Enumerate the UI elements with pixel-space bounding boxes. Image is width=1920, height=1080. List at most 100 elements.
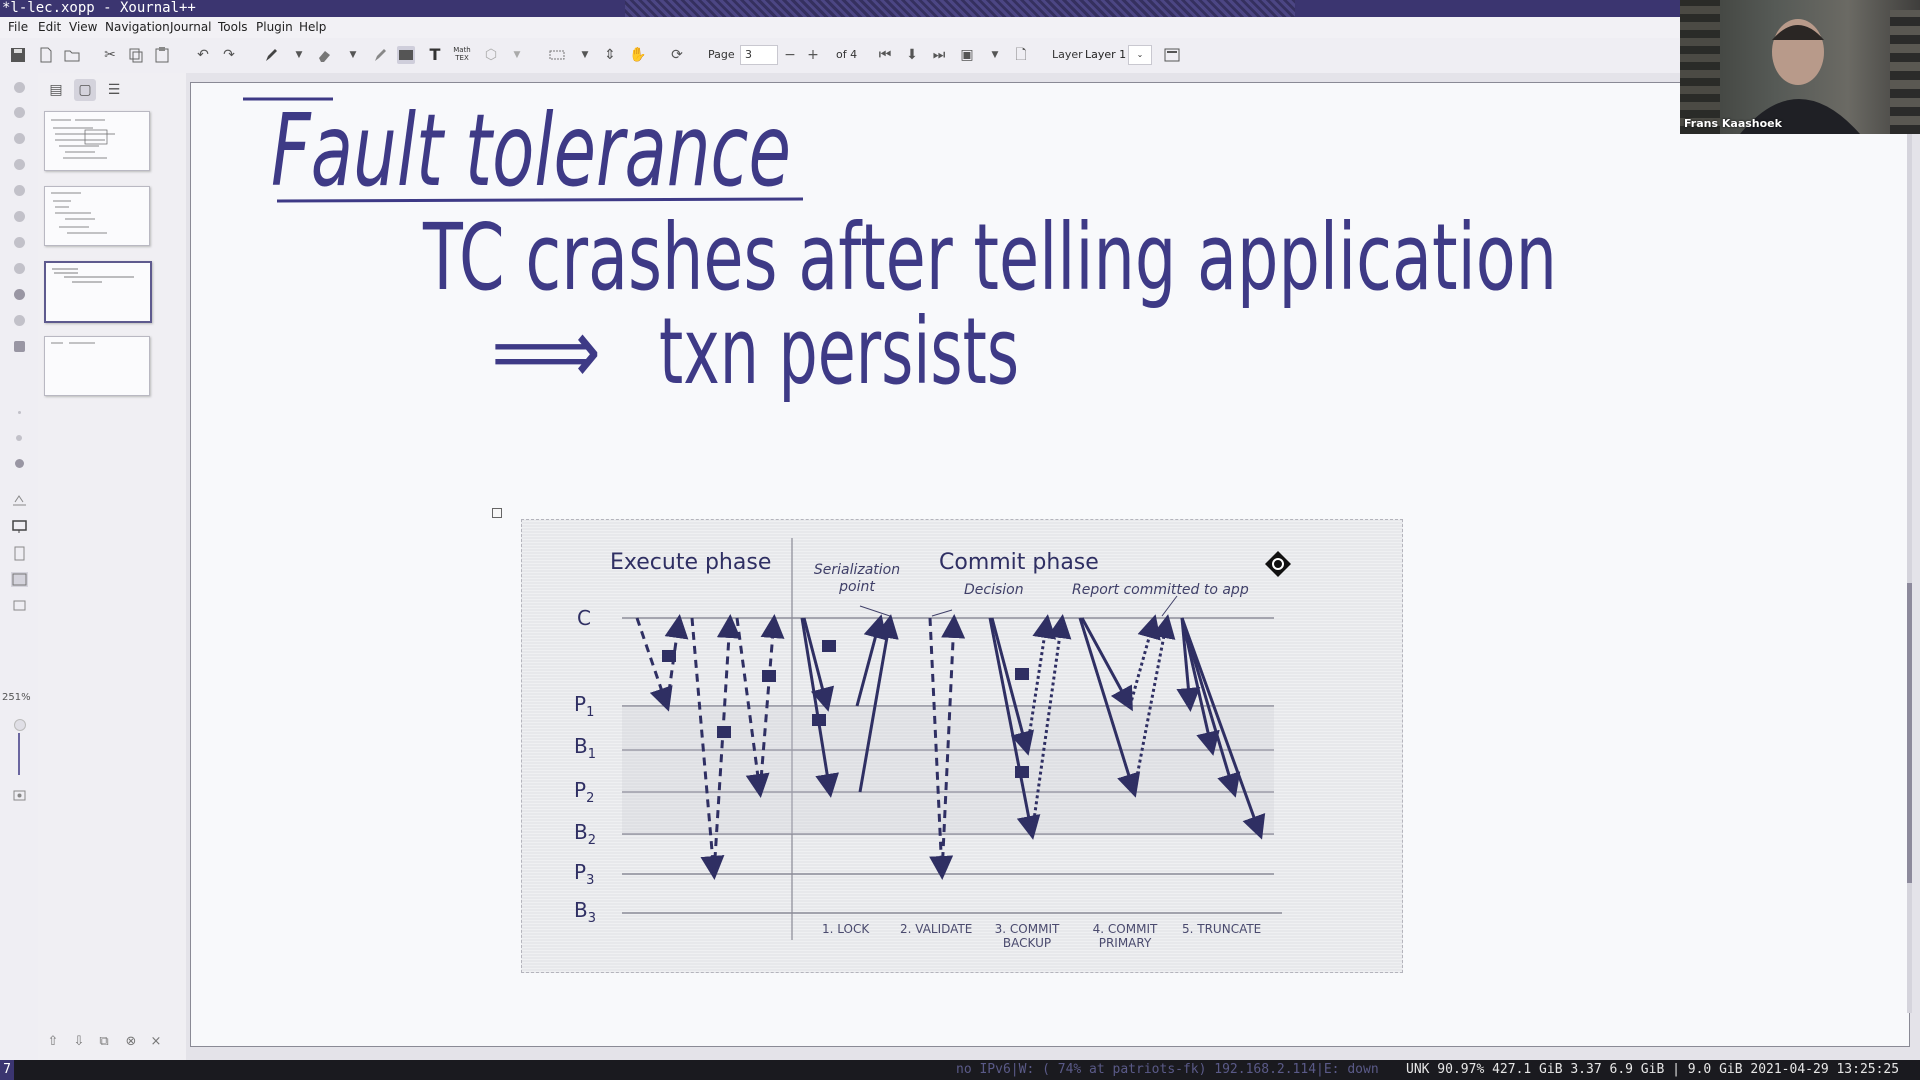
last-page-icon[interactable]: ⏭ bbox=[932, 47, 946, 63]
row-label-b1: B1 bbox=[574, 734, 597, 762]
select-dropdown-icon[interactable]: ▼ bbox=[581, 50, 589, 60]
pen-dropdown-icon[interactable]: ▼ bbox=[295, 50, 303, 60]
image-tool-icon[interactable] bbox=[397, 46, 415, 64]
redo-icon[interactable]: ↷ bbox=[223, 47, 235, 63]
move-handle-icon[interactable] bbox=[1264, 550, 1292, 578]
close-sidebar-icon[interactable]: × bbox=[150, 1034, 162, 1049]
color-swatch-icon[interactable] bbox=[14, 289, 25, 300]
size-medium-icon[interactable] bbox=[16, 435, 22, 441]
highlighter-icon[interactable] bbox=[371, 46, 389, 64]
handwritten-heading: Fault tolerance bbox=[271, 92, 791, 209]
color-swatch-icon[interactable] bbox=[14, 263, 25, 274]
vertical-scrollbar[interactable] bbox=[1907, 93, 1912, 1013]
color-swatch-icon[interactable] bbox=[14, 315, 25, 326]
pen-icon[interactable] bbox=[262, 46, 280, 64]
size-fine-icon[interactable] bbox=[18, 411, 21, 414]
heading-underline bbox=[276, 197, 804, 203]
size-thick-icon[interactable] bbox=[15, 459, 24, 468]
color-custom-icon[interactable] bbox=[14, 341, 25, 352]
page-thumbnail-4[interactable] bbox=[44, 336, 150, 396]
page-decrement-button[interactable]: − bbox=[784, 47, 796, 63]
open-icon[interactable] bbox=[63, 46, 81, 64]
save-icon[interactable] bbox=[9, 46, 27, 64]
hand-icon[interactable]: ✋ bbox=[629, 47, 647, 63]
layer-icon[interactable] bbox=[11, 598, 28, 613]
copy-icon[interactable] bbox=[127, 46, 145, 64]
color-swatch-icon[interactable] bbox=[14, 133, 25, 144]
workspace-indicator[interactable]: 7 bbox=[0, 1060, 14, 1080]
move-page-down-icon[interactable]: ⇩ bbox=[73, 1034, 85, 1049]
page-thumbnail-1[interactable] bbox=[44, 111, 150, 171]
zoom-slider-knob-icon[interactable] bbox=[14, 719, 26, 731]
insert-page-icon[interactable]: ▣ bbox=[960, 47, 974, 63]
vertical-space-icon[interactable]: ⇕ bbox=[604, 47, 616, 63]
menu-tools[interactable]: Tools bbox=[218, 20, 248, 34]
status-bar: 7 no IPv6|W: ( 74% at patriots-fk) 192.1… bbox=[0, 1060, 1920, 1080]
move-page-up-icon[interactable]: ⇧ bbox=[47, 1034, 59, 1049]
step-label-truncate: 5. TRUNCATE bbox=[1182, 922, 1262, 936]
page-increment-button[interactable]: + bbox=[807, 47, 819, 63]
page-thumbnail-2[interactable] bbox=[44, 186, 150, 246]
color-swatch-icon[interactable] bbox=[14, 211, 25, 222]
page-tool-icon[interactable] bbox=[11, 546, 28, 561]
fill-icon[interactable] bbox=[11, 493, 28, 508]
handwritten-line-1: TC crashes after telling application bbox=[422, 204, 1557, 311]
menu-bar: File Edit View Navigation Journal Tools … bbox=[0, 17, 1920, 38]
menu-plugin[interactable]: Plugin bbox=[256, 20, 293, 34]
first-page-icon[interactable]: ⏮ bbox=[878, 47, 892, 63]
sidebar-tab-layers-icon[interactable]: ☰ bbox=[107, 82, 121, 98]
eraser-dropdown-icon[interactable]: ▼ bbox=[349, 50, 357, 60]
math-tex-icon[interactable]: Math TEX bbox=[453, 46, 471, 62]
webcam-participant-name: Frans Kaashoek bbox=[1684, 117, 1782, 130]
select-rect-icon[interactable] bbox=[548, 46, 566, 64]
page-number-input[interactable]: 3 bbox=[740, 45, 778, 65]
system-stats: UNK 90.97% 427.1 GiB 3.37 6.9 GiB | 9.0 … bbox=[1406, 1062, 1900, 1077]
toolbar: ✂ ↶ ↷ ▼ ▼ T Math TEX ⬡ ▼ ▼ ⇕ ✋ ⟳ Page 3 … bbox=[0, 38, 1920, 74]
canvas-area[interactable]: Fault tolerance TC crashes after telling… bbox=[186, 73, 1920, 1060]
layer-select[interactable]: Layer 1 bbox=[1085, 48, 1127, 61]
color-swatch-icon[interactable] bbox=[14, 159, 25, 170]
paste-icon[interactable] bbox=[153, 46, 171, 64]
layer-dropdown-icon[interactable]: ⌄ bbox=[1128, 45, 1152, 65]
zoom-slider[interactable] bbox=[18, 733, 20, 775]
scrollbar-thumb[interactable] bbox=[1907, 583, 1912, 883]
menu-file[interactable]: File bbox=[8, 20, 29, 34]
embedded-diagram-image[interactable]: Execute phase Commit phase Serialization… bbox=[521, 519, 1403, 973]
menu-view[interactable]: View bbox=[69, 20, 98, 34]
presentation-icon[interactable] bbox=[11, 519, 28, 534]
page-thumbnail-3[interactable] bbox=[44, 261, 152, 323]
menu-edit[interactable]: Edit bbox=[38, 20, 62, 34]
menu-help[interactable]: Help bbox=[299, 20, 327, 34]
image-insert-icon[interactable] bbox=[11, 572, 28, 587]
title-bar-pattern bbox=[625, 0, 1295, 17]
insert-page-dropdown-icon[interactable]: ▼ bbox=[991, 50, 999, 60]
step-label-validate: 2. VALIDATE bbox=[900, 922, 973, 936]
cut-icon[interactable]: ✂ bbox=[104, 47, 116, 63]
color-swatch-icon[interactable] bbox=[14, 107, 25, 118]
selection-handle[interactable] bbox=[492, 508, 502, 518]
text-tool-icon[interactable]: T bbox=[429, 45, 441, 64]
journal-page[interactable]: Fault tolerance TC crashes after telling… bbox=[190, 82, 1910, 1047]
color-swatch-icon[interactable] bbox=[14, 237, 25, 248]
menu-navigation[interactable]: Navigation bbox=[105, 20, 170, 34]
rotate-icon[interactable]: ⟳ bbox=[671, 47, 683, 63]
layer-settings-icon[interactable] bbox=[1163, 46, 1181, 64]
color-white-icon[interactable] bbox=[14, 82, 25, 93]
zoom-fit-icon[interactable] bbox=[11, 788, 28, 803]
undo-icon[interactable]: ↶ bbox=[197, 47, 209, 63]
delete-page-icon[interactable]: ⊗ bbox=[125, 1034, 137, 1049]
color-swatch-icon[interactable] bbox=[14, 185, 25, 196]
sidebar-tab-pages-icon[interactable]: ▢ bbox=[74, 79, 96, 101]
delete-page-icon[interactable]: 🗋 bbox=[1015, 47, 1027, 63]
layer-label: Layer bbox=[1052, 48, 1083, 61]
execute-phase-label: Execute phase bbox=[610, 550, 772, 575]
shape-icon[interactable]: ⬡ bbox=[484, 47, 498, 63]
step-label-lock: 1. LOCK bbox=[822, 922, 870, 936]
new-icon[interactable] bbox=[37, 46, 55, 64]
sidebar-tab-outline-icon[interactable]: ▤ bbox=[49, 82, 63, 98]
copy-page-icon[interactable]: ⧉ bbox=[99, 1034, 109, 1049]
shape-dropdown-icon[interactable]: ▼ bbox=[513, 50, 521, 60]
menu-journal[interactable]: Journal bbox=[170, 20, 212, 34]
eraser-icon[interactable] bbox=[316, 46, 334, 64]
next-page-down-icon[interactable]: ⬇ bbox=[906, 47, 918, 63]
